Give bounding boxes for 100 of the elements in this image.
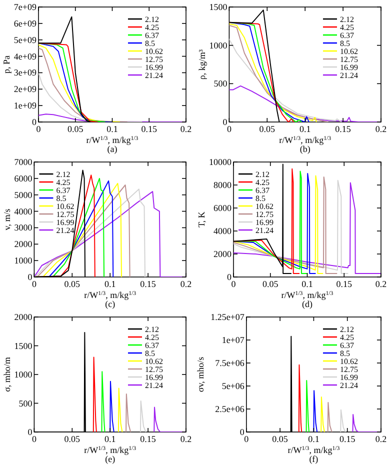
y-tick-label: 1000 <box>209 40 228 50</box>
x-tick-label: 0.05 <box>64 279 81 289</box>
x-axis-title: r/W$^{1/3}$, m/kg$^{1/3}$ <box>288 445 340 455</box>
x-tick-label: 0.1 <box>106 124 118 134</box>
y-tick-label: 7000 <box>14 157 33 167</box>
legend-label: 8.5 <box>145 39 155 48</box>
x-tick-label: 0.2 <box>375 434 387 444</box>
y-tick-label: 6e+09 <box>14 18 37 28</box>
legend-label: 2.12 <box>256 170 270 179</box>
y-tick-label: 7.5e+06 <box>215 358 245 368</box>
text: (b) <box>300 144 310 154</box>
y-axis-title: σ, mho/m <box>2 357 12 392</box>
text: (a) <box>107 144 118 154</box>
legend-label: 8.5 <box>145 349 155 358</box>
legend-label: 10.62 <box>340 357 358 366</box>
legend-label: 16.99 <box>340 373 358 382</box>
legend-label: 16.99 <box>340 63 358 72</box>
legend-label: 12.75 <box>340 365 358 374</box>
y-tick-label: 2.5e+06 <box>215 404 245 414</box>
legend-label: 8.5 <box>256 194 266 203</box>
y-tick-label: 5000 <box>14 190 33 200</box>
y-tick-label: 4000 <box>14 206 33 216</box>
x-tick-label: 0.05 <box>272 434 288 444</box>
y-tick-label: 1000 <box>14 256 33 266</box>
y-tick-label: 1e+09 <box>14 100 37 111</box>
y-axis-title: σv, mho/s <box>196 356 206 392</box>
y-tick-label: 6000 <box>214 203 232 213</box>
y-tick-label: 1500 <box>14 340 33 351</box>
legend-label: 2.12 <box>56 170 70 179</box>
y-axis-title: p, Pa <box>2 55 12 74</box>
legend-label: 21.24 <box>256 226 274 235</box>
y-axis-title: T, K <box>196 211 206 228</box>
legend-label: 12.75 <box>145 55 163 64</box>
y-tick-label: 4000 <box>214 226 232 236</box>
text: (e) <box>105 454 116 464</box>
y-tick-label: 0 <box>28 427 33 437</box>
text: (f) <box>309 454 318 464</box>
y-tick-label: 0 <box>227 272 232 282</box>
legend-label: 12.75 <box>256 210 274 219</box>
x-tick-label: 0.15 <box>336 279 352 289</box>
legend-label: 4.25 <box>256 178 270 187</box>
legend-label: 6.37 <box>145 341 159 350</box>
y-tick-label: 0 <box>240 427 245 437</box>
legend-label: 8.5 <box>340 39 350 48</box>
x-axis-title: r/W$^{1/3}$, m/kg$^{1/3}$ <box>86 135 138 145</box>
y-axis-title: v, m/s <box>2 208 12 230</box>
y-tick-label: 0 <box>32 117 37 127</box>
x-tick-label: 0.1 <box>104 434 116 444</box>
legend-label: 6.37 <box>340 31 354 40</box>
legend-label: 12.75 <box>56 210 74 219</box>
legend-label: 4.25 <box>145 23 159 32</box>
legend-label: 2.12 <box>145 325 159 334</box>
y-tick-label: 2000 <box>14 312 33 322</box>
x-tick-label: 0.2 <box>180 434 192 444</box>
x-tick-label: 0.1 <box>302 279 313 289</box>
x-axis-title: r/W$^{1/3}$, m/kg$^{1/3}$ <box>84 445 136 455</box>
x-tick-label: 0.15 <box>140 434 156 444</box>
legend-label: 2.12 <box>340 15 354 24</box>
legend-label: 12.75 <box>340 55 358 64</box>
legend-label: 21.24 <box>145 381 163 390</box>
legend-label: 10.62 <box>256 202 274 211</box>
legend-label: 6.37 <box>145 31 159 40</box>
y-tick-label: 5e+09 <box>14 34 37 45</box>
legend-label: 10.62 <box>340 47 358 56</box>
x-tick-label: 0.05 <box>68 124 84 134</box>
y-tick-label: 1.25e+07 <box>210 312 245 322</box>
legend-label: 4.25 <box>340 23 354 32</box>
y-tick-label: 0 <box>222 117 228 127</box>
x-tick-label: 0.15 <box>339 434 356 444</box>
x-tick-label: 0.2 <box>375 279 387 289</box>
legend-label: 4.25 <box>340 333 354 342</box>
legend-label: 21.24 <box>340 71 358 80</box>
y-tick-label: 2000 <box>14 239 33 250</box>
x-tick-label: 0.2 <box>180 124 192 134</box>
x-tick-label: 0.15 <box>140 279 156 289</box>
y-tick-label: 0 <box>28 272 33 282</box>
x-tick-label: 0.1 <box>299 124 311 134</box>
y-tick-label: 1000 <box>14 370 33 380</box>
y-tick-label: 3e+09 <box>14 68 37 78</box>
x-tick-label: 0.1 <box>104 279 116 289</box>
legend-label: 8.5 <box>56 194 66 203</box>
legend-label: 16.99 <box>145 63 163 72</box>
legend-label: 21.24 <box>340 381 358 390</box>
x-axis-title: r/W$^{1/3}$, m/kg$^{1/3}$ <box>279 135 332 145</box>
text: (d) <box>302 299 312 309</box>
x-tick-label: 0.05 <box>262 279 279 289</box>
x-tick-label: 0.15 <box>335 124 352 134</box>
y-tick-label: 2e+09 <box>14 84 37 94</box>
text: (c) <box>105 299 116 309</box>
line-series <box>34 188 146 277</box>
y-tick-label: 500 <box>214 78 228 89</box>
y-tick-label: 500 <box>18 398 33 408</box>
legend-label: 6.37 <box>56 186 70 195</box>
y-tick-label: 7e+09 <box>14 2 37 12</box>
y-tick-label: 5e+06 <box>222 381 245 391</box>
legend-label: 2.12 <box>145 15 159 24</box>
x-tick-label: 0.1 <box>308 434 320 444</box>
y-tick-label: 10000 <box>209 157 232 167</box>
legend-label: 16.99 <box>145 373 163 382</box>
legend-label: 16.99 <box>256 218 274 227</box>
